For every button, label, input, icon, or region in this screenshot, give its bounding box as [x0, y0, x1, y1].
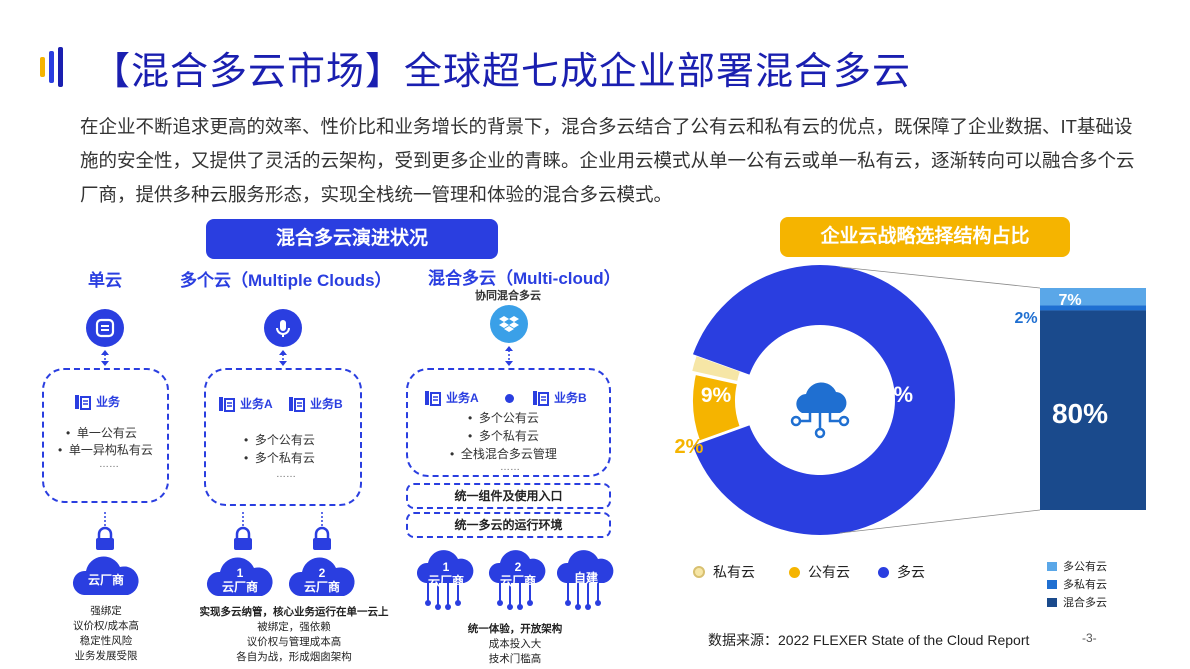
unified-entry-bar: 统一组件及使用入口	[406, 483, 611, 509]
connector-arrow-icon	[101, 350, 109, 366]
col3-notes: 统一体验，开放架构 成本投入大 技术门槛高	[467, 623, 563, 665]
building-icon	[289, 396, 305, 412]
cloud-vendor-icon	[206, 557, 273, 596]
connector-arrow-icon	[279, 350, 287, 366]
vendor-label: 自建	[573, 571, 598, 585]
bar-top-value: 7%	[1058, 292, 1081, 309]
plus-icon	[505, 394, 514, 403]
legend-swatch	[1047, 597, 1057, 607]
building-icon	[425, 390, 441, 406]
private-cloud-value: 2%	[675, 436, 704, 458]
bar-legend-main: 混合多云	[1047, 594, 1107, 610]
bullet-item: • 多个私有云	[244, 451, 315, 465]
vendor-label: 1 云厂商	[221, 566, 258, 594]
bar-segment-hybrid	[1040, 310, 1146, 510]
legend-swatch	[789, 566, 800, 578]
service-label: 业务	[96, 395, 121, 409]
bullet-item: • 全栈混合多云管理	[450, 447, 557, 461]
bar-legend-top: 多公有云	[1047, 558, 1107, 574]
connector-line	[839, 509, 1041, 534]
more-indicator: ……	[276, 469, 296, 480]
legend-public: 公有云	[789, 562, 850, 582]
service-tag: 业务	[74, 393, 120, 410]
bar-mid-value: 2%	[1014, 310, 1037, 327]
legend-swatch	[693, 566, 705, 578]
single-cloud-heading: 单云	[88, 271, 122, 290]
col2-notes: 实现多云纳管，核心业务运行在单一云上 被绑定，强依赖 议价权与管理成本高 各自为战，形…	[199, 606, 389, 663]
building-icon	[219, 396, 235, 412]
vendor-label: 2 云厂商	[303, 566, 340, 594]
lock-icon	[313, 512, 331, 550]
multi-cloud-box	[406, 368, 611, 477]
connector-arrow-icon	[505, 346, 513, 366]
pie-slice-private	[692, 356, 740, 381]
building-icon	[533, 390, 549, 406]
legend-multi: 多云	[878, 562, 925, 582]
intro-paragraph: 在企业不断追求更高的效率、性价比和业务增长的背景下，混合多云结合了公有云和私有云…	[80, 116, 1135, 205]
microphone-icon	[264, 309, 302, 347]
more-indicator: ……	[99, 459, 119, 470]
bullet-item: • 多个公有云	[468, 411, 539, 425]
cloud-vendor-icon	[72, 556, 139, 595]
data-source: 数据来源：2022 FLEXER State of the Cloud Repo…	[708, 632, 1030, 648]
legend-swatch	[1047, 561, 1057, 571]
service-b-tag: 业务B	[288, 395, 343, 412]
strategy-section-title: 企业云战略选择结构占比	[780, 217, 1070, 257]
lock-icon	[234, 512, 252, 550]
pie-slice-public	[693, 375, 740, 441]
server-icon	[86, 309, 124, 347]
legend-swatch	[878, 566, 889, 578]
public-cloud-value: 9%	[701, 384, 732, 407]
building-icon	[75, 394, 91, 410]
vendor-label: 2 云厂商	[499, 560, 536, 588]
service-a-tag: 业务A	[424, 389, 479, 406]
multi-cloud-heading: 混合多云（Multi-cloud）	[428, 269, 621, 288]
col1-notes: 强绑定 议价权/成本高 稳定性风险 业务发展受限	[73, 605, 139, 662]
dropbox-icon	[490, 305, 528, 343]
multiple-clouds-box	[204, 368, 362, 506]
vendor-label: 云厂商	[87, 573, 124, 587]
legend-private: 私有云	[693, 562, 755, 582]
evolution-section-title: 混合多云演进状况	[206, 219, 498, 259]
lock-icon	[96, 512, 114, 550]
pie-slice-multi	[692, 265, 955, 535]
bar-segment-multi-public	[1040, 288, 1146, 306]
bar-legend-mid: 多私有云	[1047, 576, 1107, 592]
strategy-chart: 89% 9% 2% 7% 2% 80%	[675, 265, 1146, 535]
page-title: 【混合多云市场】全球超七成企业部署混合多云	[92, 51, 912, 93]
single-cloud-box	[42, 368, 169, 503]
multi-cloud-subheading: 协同混合多云	[475, 290, 541, 302]
cloud-vendor-icon	[488, 550, 546, 610]
title-accent-icon	[40, 47, 63, 87]
bar-main-value: 80%	[1052, 398, 1108, 429]
multiple-clouds-heading: 多个云（Multiple Clouds）	[180, 271, 392, 290]
multi-cloud-value: 89%	[869, 382, 913, 407]
cloud-vendor-icon	[288, 557, 355, 596]
connector-line	[839, 266, 1041, 289]
cloud-network-icon	[790, 382, 850, 439]
legend-swatch	[1047, 579, 1057, 589]
bullet-item: • 单一异构私有云	[58, 443, 153, 457]
page-number: -3-	[1082, 631, 1097, 645]
cloud-vendor-icon	[416, 550, 474, 610]
cloud-vendor-icon	[556, 550, 614, 610]
bullet-item: • 多个私有云	[468, 429, 539, 443]
bullet-item: • 单一公有云	[66, 426, 137, 440]
bar-segment-multi-private	[1040, 305, 1146, 311]
more-indicator: ……	[500, 462, 520, 473]
service-b-tag: 业务B	[532, 389, 587, 406]
unified-runtime-bar: 统一多云的运行环境	[406, 512, 611, 538]
vendor-label: 1 云厂商	[427, 560, 464, 588]
service-a-tag: 业务A	[218, 395, 273, 412]
bullet-item: • 多个公有云	[244, 433, 315, 447]
